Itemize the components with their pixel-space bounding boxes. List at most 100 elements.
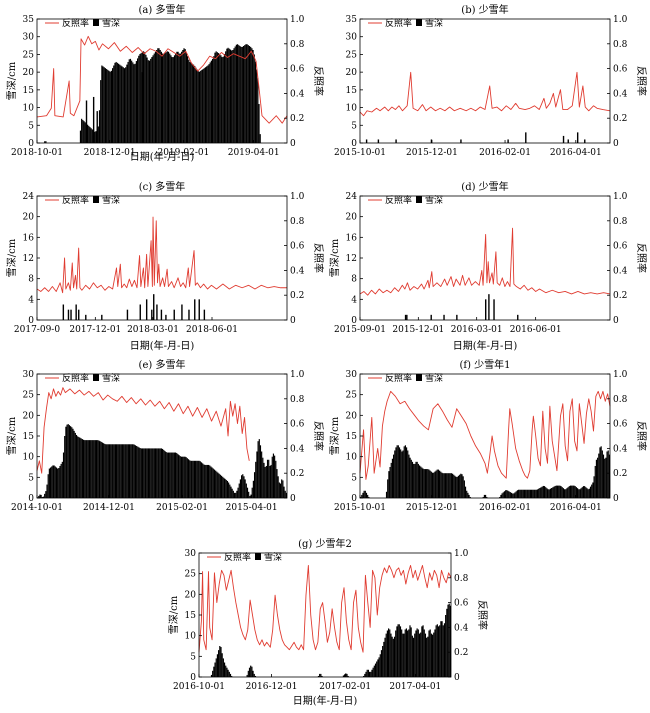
albedo-line	[36, 387, 250, 474]
snow-bar	[411, 461, 414, 498]
snow-bar	[158, 448, 160, 498]
snow-bar	[468, 494, 470, 498]
albedo-line	[359, 390, 611, 480]
panel-title: (d) 少雪年	[461, 180, 508, 193]
x-tick-label: 2016-02-01	[479, 503, 531, 513]
snow-bar	[145, 299, 148, 320]
snow-bar	[391, 636, 393, 677]
snow-bar	[445, 615, 447, 677]
legend-albedo-label: 反照率	[224, 551, 251, 563]
snow-bar	[364, 490, 366, 498]
snow-bar	[547, 489, 549, 498]
snow-bar	[370, 671, 372, 677]
snow-bar	[250, 665, 252, 677]
snow-bar	[564, 489, 566, 498]
snow-bar	[245, 44, 247, 143]
snow-bar	[133, 64, 135, 143]
snow-bar	[159, 50, 161, 143]
snow-bar	[456, 314, 458, 320]
snow-bar	[405, 447, 408, 498]
snow-bar	[187, 459, 190, 498]
snow-bar	[213, 469, 216, 498]
snow-bar	[246, 44, 248, 143]
snow-bar	[414, 463, 416, 498]
snow-bar	[112, 68, 114, 143]
y-axis-label-right: 反照率	[312, 421, 325, 451]
snow-bar	[429, 629, 431, 677]
snow-bar	[46, 484, 48, 498]
snow-bar	[605, 457, 607, 498]
snow-bar	[587, 489, 589, 498]
snow-bar	[206, 464, 208, 498]
snow-bar	[178, 455, 180, 498]
left-tick-label: 15	[23, 86, 35, 96]
snow-bar	[395, 630, 397, 677]
snow-bar	[153, 448, 155, 498]
snow-bar	[109, 71, 111, 143]
snow-bar	[571, 485, 573, 498]
snow-bar	[148, 60, 151, 143]
left-tick-label: 35	[23, 15, 35, 25]
snow-bar	[98, 440, 100, 498]
snow-bar	[159, 448, 161, 498]
snow-bar	[94, 440, 96, 498]
right-tick-label: 0.2	[613, 469, 627, 479]
snow-bar	[200, 462, 203, 498]
snow-bar	[217, 472, 219, 498]
snow-bar	[560, 486, 562, 498]
snow-bar	[412, 637, 415, 677]
snow-bar	[253, 673, 255, 677]
snow-bar	[154, 448, 157, 498]
snow-bar	[64, 436, 66, 498]
snow-bar	[239, 479, 242, 498]
snow-bar	[173, 309, 175, 320]
snow-bar	[162, 53, 164, 143]
snow-bar	[392, 638, 394, 677]
snow-bar	[153, 294, 155, 320]
snow-bar	[246, 487, 249, 498]
snow-bar	[59, 465, 61, 498]
snow-bar	[488, 294, 490, 320]
snow-bar	[224, 478, 226, 498]
snow-bar	[101, 65, 103, 143]
snow-bar	[247, 45, 249, 143]
snow-bar	[456, 476, 458, 498]
right-tick-label: 0.2	[613, 114, 627, 124]
snow-bar	[158, 48, 160, 144]
snow-bar	[151, 448, 153, 498]
snow-bar	[216, 654, 219, 677]
snow-bar	[130, 444, 132, 498]
snow-bar	[198, 71, 201, 143]
snow-bar	[428, 469, 430, 498]
right-tick-label: 0.6	[290, 242, 305, 252]
snow-bar	[572, 485, 574, 498]
snow-bar	[413, 463, 415, 498]
y-axis-label-right: 反照率	[312, 66, 325, 96]
snow-bar	[244, 45, 246, 143]
snow-bar	[123, 68, 126, 143]
snow-bar	[221, 653, 223, 677]
left-tick-label: 20	[23, 68, 35, 78]
snow-bar	[86, 440, 88, 498]
snow-bar	[129, 58, 132, 143]
snow-bar	[149, 448, 151, 498]
snow-bar	[44, 493, 46, 498]
snow-bar	[179, 53, 182, 143]
snow-bar	[65, 426, 67, 498]
snow-bar	[218, 650, 220, 677]
snow-bar	[482, 496, 484, 498]
snow-bar	[162, 448, 164, 498]
snow-bar	[190, 460, 192, 498]
snow-bar	[208, 64, 210, 143]
snow-bar	[451, 473, 454, 498]
snow-bar	[215, 51, 217, 143]
snow-bar	[409, 457, 411, 498]
snow-bar	[78, 437, 80, 498]
snow-bar	[602, 454, 605, 498]
left-tick-label: 25	[185, 570, 197, 580]
snow-bar	[240, 46, 242, 143]
snow-bar	[516, 490, 519, 498]
left-tick-label: 30	[23, 370, 35, 380]
snow-bar	[75, 434, 78, 498]
snow-bar	[366, 669, 368, 677]
